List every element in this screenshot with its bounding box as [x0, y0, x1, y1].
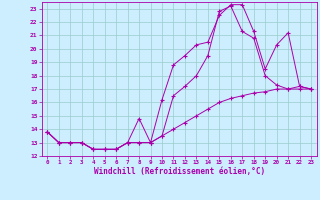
X-axis label: Windchill (Refroidissement éolien,°C): Windchill (Refroidissement éolien,°C) — [94, 167, 265, 176]
